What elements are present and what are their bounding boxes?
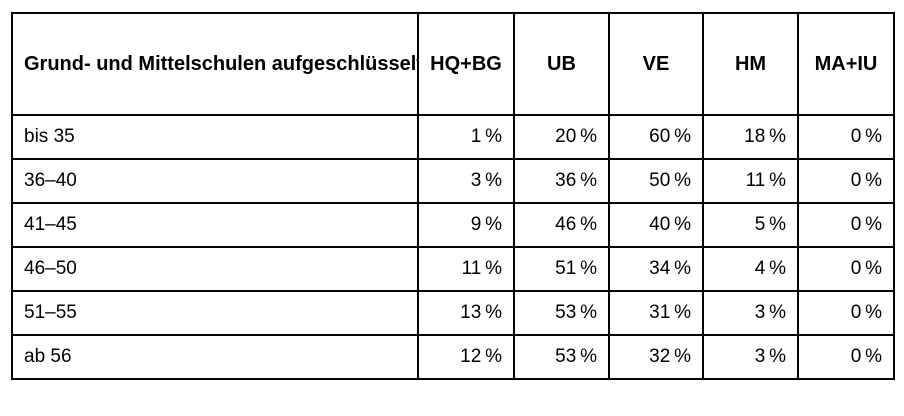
table-cell: 34 % [608,246,704,292]
table-cell: 5 % [702,202,799,248]
table-row: 51–55 13 % 53 % 31 % 3 % 0 % [11,290,895,336]
table-cell: 0 % [797,334,895,380]
table-cell: 51 % [513,246,610,292]
column-header-ub: UB [513,12,610,116]
row-label: 46–50 [11,246,419,292]
table-cell: 3 % [702,334,799,380]
column-header-hq-bg: HQ+BG [417,12,515,116]
table-cell: 0 % [797,290,895,336]
table-cell: 0 % [797,246,895,292]
row-label: 51–55 [11,290,419,336]
table-cell: 40 % [608,202,704,248]
table-title: Grund- und Mittelschulen aufgeschlüsselt… [11,12,419,116]
table-row: 46–50 11 % 51 % 34 % 4 % 0 % [11,246,895,292]
table-cell: 11 % [417,246,515,292]
row-label: 36–40 [11,158,419,204]
table-cell: 12 % [417,334,515,380]
table-cell: 36 % [513,158,610,204]
column-header-hm: HM [702,12,799,116]
table-cell: 9 % [417,202,515,248]
row-label: 41–45 [11,202,419,248]
column-header-ve: VE [608,12,704,116]
column-header-ma-iu: MA+IU [797,12,895,116]
table-cell: 3 % [702,290,799,336]
table-cell: 0 % [797,202,895,248]
table-row: 41–45 9 % 46 % 40 % 5 % 0 % [11,202,895,248]
table-row: ab 56 12 % 53 % 32 % 3 % 0 % [11,334,895,380]
table-cell: 0 % [797,114,895,160]
row-label: bis 35 [11,114,419,160]
table-cell: 3 % [417,158,515,204]
table-cell: 0 % [797,158,895,204]
table-cell: 20 % [513,114,610,160]
row-label: ab 56 [11,334,419,380]
table-header-row: Grund- und Mittelschulen aufgeschlüsselt… [11,12,895,116]
table-row: 36–40 3 % 36 % 50 % 11 % 0 % [11,158,895,204]
table-cell: 18 % [702,114,799,160]
table-cell: 53 % [513,290,610,336]
table-cell: 31 % [608,290,704,336]
table-cell: 13 % [417,290,515,336]
table-cell: 1 % [417,114,515,160]
table-cell: 11 % [702,158,799,204]
table-cell: 32 % [608,334,704,380]
table-cell: 53 % [513,334,610,380]
table-cell: 4 % [702,246,799,292]
table-row: bis 35 1 % 20 % 60 % 18 % 0 % [11,114,895,160]
table-cell: 60 % [608,114,704,160]
table-cell: 46 % [513,202,610,248]
table-cell: 50 % [608,158,704,204]
age-group-table: Grund- und Mittelschulen aufgeschlüsselt… [11,12,895,380]
